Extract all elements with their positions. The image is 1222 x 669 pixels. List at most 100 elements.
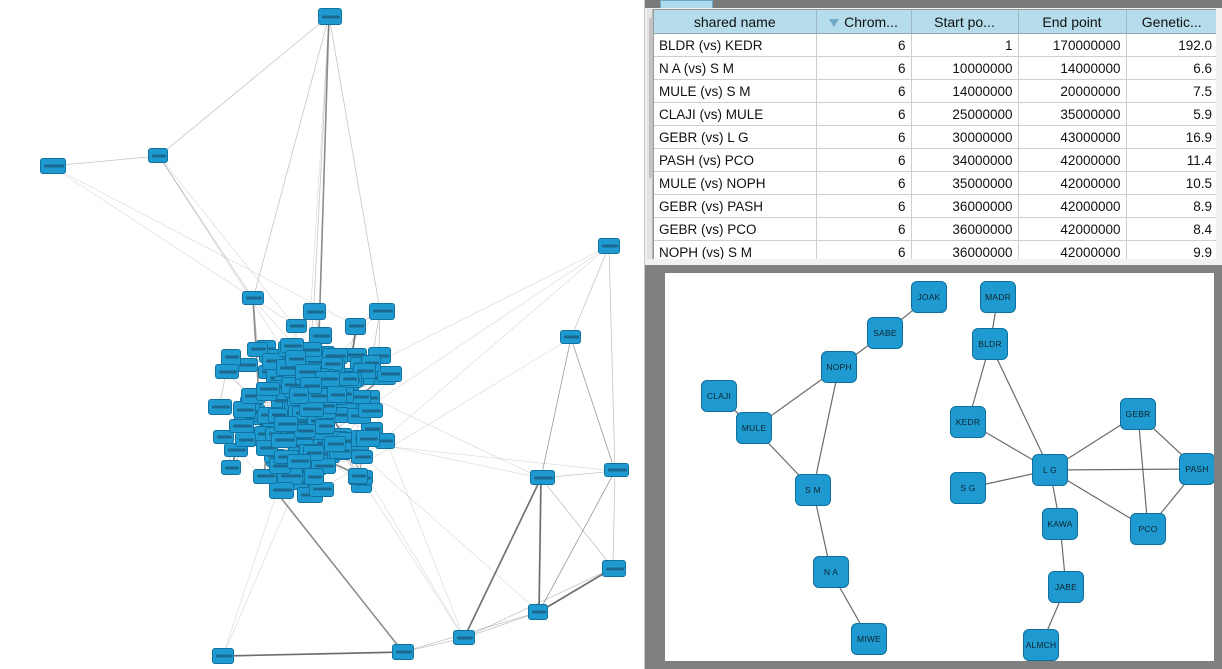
cell-shared-name[interactable]: GEBR (vs) PCO: [654, 217, 817, 241]
cell-chromosome[interactable]: 6: [816, 102, 912, 126]
subnetwork-node-s-m[interactable]: S M: [795, 474, 831, 506]
main-network-node[interactable]: [339, 372, 360, 387]
table-header-row[interactable]: shared name Chrom... Start po... End point G…: [654, 10, 1216, 34]
main-network-node[interactable]: [453, 630, 475, 645]
cell-shared-name[interactable]: GEBR (vs) PASH: [654, 194, 817, 218]
cell-genetic[interactable]: 8.9: [1126, 194, 1216, 218]
cell-start-point[interactable]: 36000000: [911, 194, 1019, 218]
cell-chromosome[interactable]: 6: [816, 240, 912, 259]
column-header-shared-name[interactable]: shared name: [654, 10, 817, 34]
cell-start-point[interactable]: 36000000: [911, 240, 1019, 259]
table-row[interactable]: BLDR (vs) KEDR 6 1 170000000 192.0: [654, 33, 1216, 57]
table-scrollbar[interactable]: [647, 9, 654, 259]
cell-chromosome[interactable]: 6: [816, 194, 912, 218]
column-header-start-point[interactable]: Start po...: [911, 10, 1019, 34]
subnetwork-node-n-a[interactable]: N A: [813, 556, 849, 588]
cell-genetic[interactable]: 6.6: [1126, 56, 1216, 80]
cell-chromosome[interactable]: 6: [816, 33, 912, 57]
subnetwork-node-jabe[interactable]: JABE: [1048, 571, 1084, 603]
main-network-node[interactable]: [286, 318, 308, 333]
cell-chromosome[interactable]: 6: [816, 125, 912, 149]
cell-end-point[interactable]: 42000000: [1018, 148, 1127, 172]
subnetwork-node-gebr[interactable]: GEBR: [1120, 398, 1156, 430]
cell-shared-name[interactable]: CLAJI (vs) MULE: [654, 102, 817, 126]
cell-shared-name[interactable]: N A (vs) S M: [654, 56, 817, 80]
cell-start-point[interactable]: 10000000: [911, 56, 1019, 80]
edge-table[interactable]: shared name Chrom... Start po... End point G…: [654, 10, 1216, 259]
cell-start-point[interactable]: 36000000: [911, 217, 1019, 241]
cell-end-point[interactable]: 14000000: [1018, 56, 1127, 80]
cell-end-point[interactable]: 170000000: [1018, 33, 1127, 57]
main-network-node[interactable]: [530, 470, 555, 485]
cell-start-point[interactable]: 1: [911, 33, 1019, 57]
subnetwork-node-kawa[interactable]: KAWA: [1042, 508, 1078, 540]
subnetwork-node-mule[interactable]: MULE: [736, 412, 772, 444]
cell-chromosome[interactable]: 6: [816, 79, 912, 103]
main-network-canvas[interactable]: [0, 0, 645, 669]
cell-genetic[interactable]: 9.9: [1126, 240, 1216, 259]
table-row[interactable]: PASH (vs) PCO 6 34000000 42000000 11.4: [654, 148, 1216, 172]
main-network-node[interactable]: [286, 453, 311, 469]
column-header-end-point[interactable]: End point: [1018, 10, 1127, 34]
cell-start-point[interactable]: 35000000: [911, 171, 1019, 195]
main-network-node[interactable]: [350, 449, 373, 464]
main-network-panel[interactable]: [0, 0, 645, 669]
table-row[interactable]: MULE (vs) S M 6 14000000 20000000 7.5: [654, 79, 1216, 103]
subnetwork-node-almch[interactable]: ALMCH: [1023, 629, 1059, 661]
main-network-node[interactable]: [369, 302, 396, 320]
cell-end-point[interactable]: 42000000: [1018, 194, 1127, 218]
main-network-node[interactable]: [345, 317, 367, 335]
main-network-node[interactable]: [326, 386, 347, 404]
main-network-node[interactable]: [314, 418, 335, 434]
main-network-node[interactable]: [303, 468, 324, 486]
main-network-node[interactable]: [255, 382, 280, 397]
main-network-node[interactable]: [40, 158, 66, 174]
table-body[interactable]: BLDR (vs) KEDR 6 1 170000000 192.0 N A (vs) S…: [654, 33, 1216, 259]
main-network-node[interactable]: [392, 644, 414, 660]
edge-table-frame[interactable]: shared name Chrom... Start po... End point G…: [653, 9, 1216, 259]
subnetwork-node-l-g[interactable]: L G: [1032, 454, 1068, 486]
main-network-node[interactable]: [271, 432, 298, 448]
main-network-node[interactable]: [302, 303, 326, 321]
subnetwork-node-kedr[interactable]: KEDR: [950, 406, 986, 438]
main-network-node[interactable]: [268, 481, 294, 499]
subnetwork-canvas[interactable]: CLAJI MULE NOPH SABE JOAK S M N A MIWE MADR BLDR K…: [665, 273, 1214, 661]
cell-start-point[interactable]: 34000000: [911, 148, 1019, 172]
cell-end-point[interactable]: 42000000: [1018, 217, 1127, 241]
cell-genetic[interactable]: 5.9: [1126, 102, 1216, 126]
table-row[interactable]: N A (vs) S M 6 10000000 14000000 6.6: [654, 56, 1216, 80]
main-network-node[interactable]: [324, 435, 347, 452]
column-header-chromosome[interactable]: Chrom...: [816, 10, 912, 34]
main-network-node[interactable]: [274, 416, 299, 433]
main-network-node[interactable]: [235, 432, 257, 448]
cell-shared-name[interactable]: MULE (vs) S M: [654, 79, 817, 103]
subnetwork-node-claji[interactable]: CLAJI: [701, 380, 737, 412]
table-scrollbar-thumb[interactable]: [649, 18, 654, 178]
main-network-node[interactable]: [229, 419, 255, 434]
main-network-node[interactable]: [242, 290, 265, 305]
main-network-node[interactable]: [220, 348, 241, 366]
main-network-node[interactable]: [377, 365, 403, 382]
cell-genetic[interactable]: 192.0: [1126, 33, 1216, 57]
cell-chromosome[interactable]: 6: [816, 217, 912, 241]
subnetwork-node-joak[interactable]: JOAK: [911, 281, 947, 313]
cell-start-point[interactable]: 30000000: [911, 125, 1019, 149]
cell-end-point[interactable]: 43000000: [1018, 125, 1127, 149]
subnetwork-node-sabe[interactable]: SABE: [867, 317, 903, 349]
cell-end-point[interactable]: 20000000: [1018, 79, 1127, 103]
subnetwork-node-s-g[interactable]: S G: [950, 472, 986, 504]
main-network-node[interactable]: [358, 403, 384, 419]
subnetwork-node-madr[interactable]: MADR: [980, 281, 1016, 313]
table-row[interactable]: CLAJI (vs) MULE 6 25000000 35000000 5.9: [654, 102, 1216, 126]
cell-genetic[interactable]: 16.9: [1126, 125, 1216, 149]
main-network-node[interactable]: [213, 430, 235, 445]
table-row[interactable]: GEBR (vs) PASH 6 36000000 42000000 8.9: [654, 194, 1216, 218]
main-network-node[interactable]: [215, 364, 240, 380]
main-network-node[interactable]: [148, 148, 168, 163]
cell-shared-name[interactable]: GEBR (vs) L G: [654, 125, 817, 149]
cell-chromosome[interactable]: 6: [816, 171, 912, 195]
cell-shared-name[interactable]: PASH (vs) PCO: [654, 148, 817, 172]
main-network-node[interactable]: [560, 330, 581, 344]
main-network-node[interactable]: [602, 560, 626, 577]
cell-genetic[interactable]: 11.4: [1126, 148, 1216, 172]
